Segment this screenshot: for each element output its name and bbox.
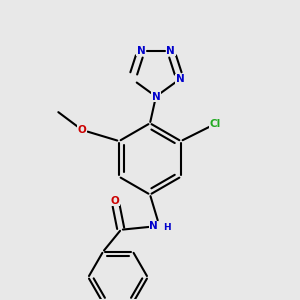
Text: O: O bbox=[78, 125, 86, 135]
Text: N: N bbox=[137, 46, 146, 56]
Text: N: N bbox=[152, 92, 160, 101]
Text: N: N bbox=[176, 74, 184, 84]
Text: Cl: Cl bbox=[210, 119, 221, 129]
Text: H: H bbox=[163, 223, 171, 232]
Text: N: N bbox=[149, 221, 158, 231]
Text: O: O bbox=[111, 196, 119, 206]
Text: N: N bbox=[167, 46, 175, 56]
